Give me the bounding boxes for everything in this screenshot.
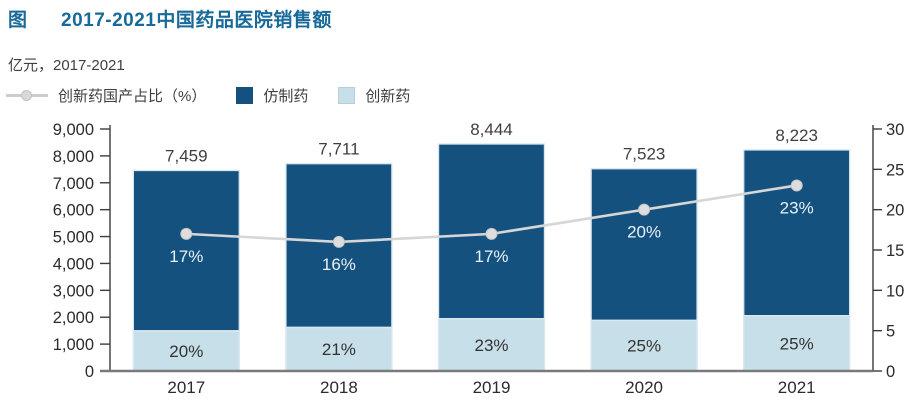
right-axis-tick-label: 10 <box>886 282 904 300</box>
right-axis-tick-label: 15 <box>886 242 904 260</box>
generic-drug-swatch-icon <box>236 87 254 104</box>
innovative-share-label: 25% <box>627 337 661 356</box>
left-axis-tick-label: 5,000 <box>53 229 94 247</box>
left-axis-tick-label: 4,000 <box>53 255 94 273</box>
innovative-drug-bar-segment <box>743 315 851 372</box>
trend-line-marker <box>332 235 345 248</box>
trend-value-label: 20% <box>627 223 661 242</box>
bar-total-label: 7,523 <box>623 145 666 164</box>
figure-label: 图 <box>8 10 28 31</box>
figure-title: 2017-2021中国药品医院销售额 <box>61 10 332 31</box>
chart-legend: 创新药国产占比（%） 仿制药 创新药 <box>6 85 410 106</box>
line-series-icon <box>6 90 48 101</box>
combo-chart: 0 1,000 2,000 3,000 4,000 5,000 6,000 7,000 8,00… <box>0 113 917 404</box>
trend-value-label: 17% <box>169 247 203 266</box>
innovative-drug-bar-segment <box>590 319 698 372</box>
generic-drug-bar-segment <box>132 169 241 332</box>
left-axis-tick-label: 6,000 <box>53 202 94 220</box>
bar-total-label: 7,711 <box>318 140 359 159</box>
legend-label-innovative-drug: 创新药 <box>365 88 411 105</box>
innovative-share-label: 23% <box>474 336 508 355</box>
trend-line-marker <box>790 179 803 192</box>
bar-total-label: 8,444 <box>470 120 513 139</box>
right-axis-tick-label: 0 <box>886 363 895 381</box>
legend-item-generic-drug: 仿制药 <box>236 85 308 106</box>
x-axis-category-label: 2019 <box>473 378 511 397</box>
trend-line-marker <box>180 227 193 240</box>
generic-drug-bar-segment <box>743 149 851 317</box>
x-axis-category-label: 2021 <box>778 378 816 397</box>
legend-label-line-series: 创新药国产占比（%） <box>58 88 207 105</box>
left-axis-tick-label: 7,000 <box>53 175 94 193</box>
chart-canvas: 0 1,000 2,000 3,000 4,000 5,000 6,000 7,000 8,00… <box>53 120 905 397</box>
left-axis-tick-label: 9,000 <box>53 121 94 139</box>
figure-title-row: 图 2017-2021中国药品医院销售额 <box>8 5 332 32</box>
trend-line-marker <box>485 227 498 240</box>
x-axis-category-label: 2017 <box>167 378 205 397</box>
right-axis-tick-label: 20 <box>886 202 904 220</box>
left-axis-tick-label: 1,000 <box>53 336 94 354</box>
legend-label-generic-drug: 仿制药 <box>263 88 309 105</box>
trend-line-marker <box>638 203 651 216</box>
bar-total-label: 8,223 <box>775 126 818 145</box>
right-axis-tick-label: 30 <box>886 121 904 139</box>
x-axis-category-label: 2020 <box>625 378 663 397</box>
innovative-drug-swatch-icon <box>338 87 356 104</box>
trend-value-label: 17% <box>474 247 508 266</box>
left-axis-tick-label: 0 <box>85 363 94 381</box>
trend-value-label: 23% <box>780 198 814 217</box>
generic-drug-bar-segment <box>590 168 698 322</box>
legend-item-innovative-drug: 创新药 <box>338 85 410 106</box>
innovative-share-label: 25% <box>780 334 814 353</box>
left-axis-tick-label: 3,000 <box>53 282 94 300</box>
left-axis-tick-label: 8,000 <box>53 148 94 166</box>
x-axis-category-label: 2018 <box>320 378 358 397</box>
innovative-drug-bar-segment <box>285 326 393 372</box>
trend-value-label: 16% <box>322 255 356 274</box>
right-axis-tick-label: 5 <box>886 323 895 341</box>
legend-item-line-series: 创新药国产占比（%） <box>6 85 206 106</box>
right-axis-tick-label: 25 <box>886 161 904 179</box>
innovative-share-label: 20% <box>169 342 203 361</box>
innovative-share-label: 21% <box>322 340 356 359</box>
innovative-drug-bar-segment <box>132 330 241 372</box>
axis-unit-label: 亿元，2017-2021 <box>8 57 125 74</box>
left-axis-tick-label: 2,000 <box>53 309 94 327</box>
bar-total-label: 7,459 <box>165 146 208 165</box>
